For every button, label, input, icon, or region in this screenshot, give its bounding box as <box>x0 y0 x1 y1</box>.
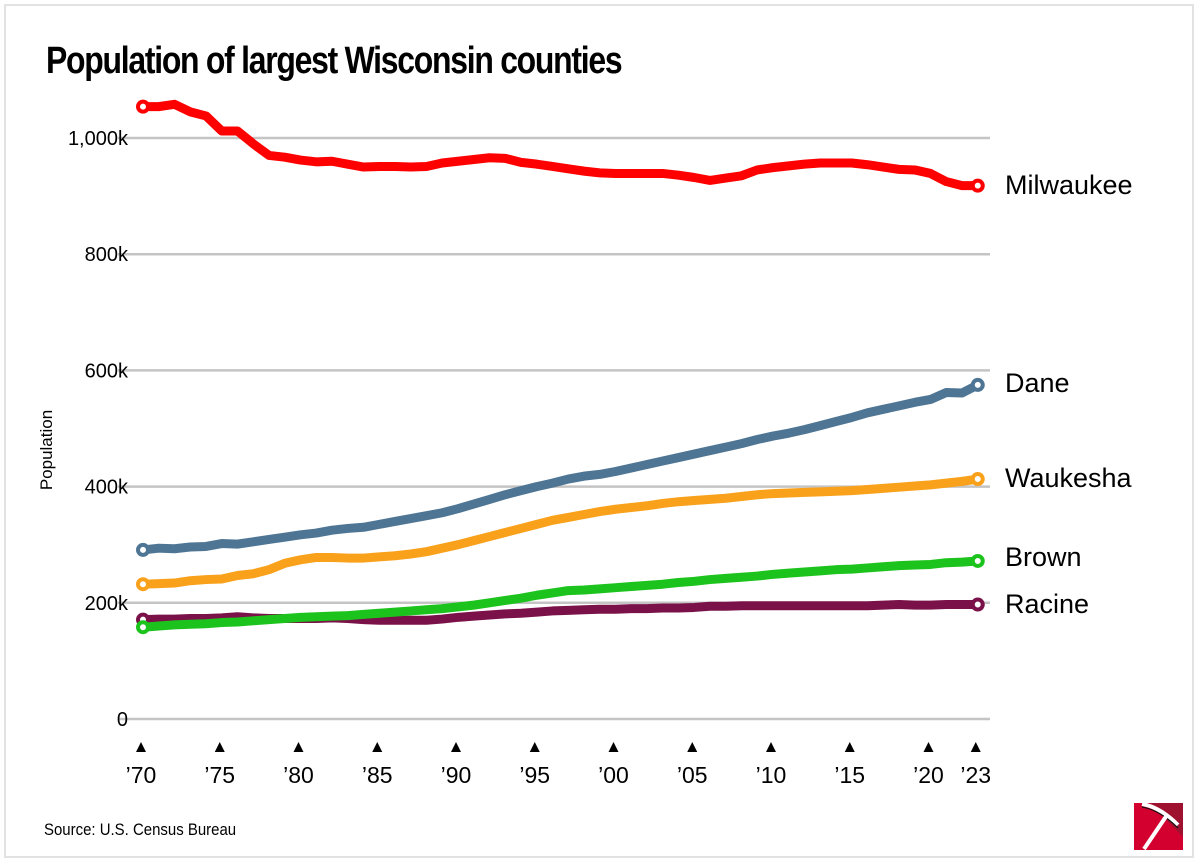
y-tick-label: 200k <box>85 593 129 615</box>
x-tick-label: ’20 <box>913 762 944 788</box>
x-tick-label: ’15 <box>834 762 865 788</box>
logo-icon <box>1134 803 1183 850</box>
x-tick-marker <box>529 742 540 752</box>
x-tick-label: ’70 <box>126 762 157 788</box>
x-tick-marker <box>766 742 776 752</box>
x-tick-label: ’00 <box>598 762 629 788</box>
series-line-waukesha <box>138 474 983 589</box>
x-tick-marker <box>372 742 383 752</box>
frame-border <box>4 4 1194 858</box>
x-tick-label: ’75 <box>204 762 235 788</box>
series-endpoint-dane <box>970 377 985 392</box>
series-line-brown <box>138 556 983 632</box>
x-tick-label: ’90 <box>441 762 472 788</box>
series-label-waukesha: Waukesha <box>1005 463 1133 493</box>
series-endpoint-brown <box>136 620 150 635</box>
series-endpoint-waukesha <box>970 472 985 487</box>
x-tick-label: ’05 <box>677 762 708 788</box>
x-tick-label: ’85 <box>362 762 393 788</box>
y-tick-label: 800k <box>85 244 129 266</box>
series-endpoint-waukesha <box>136 577 150 592</box>
x-tick-marker <box>214 742 225 752</box>
series-label-dane: Dane <box>1005 368 1070 398</box>
x-tick-label: ’10 <box>756 762 787 788</box>
source-note: Source: U.S. Census Bureau <box>44 820 237 839</box>
y-tick-label: 1,000k <box>68 128 129 150</box>
series-endpoint-dane <box>136 542 150 557</box>
x-tick-label: ’23 <box>960 762 991 788</box>
x-tick-marker <box>844 742 855 752</box>
series-endpoint-brown <box>970 553 985 568</box>
x-tick-label: ’95 <box>519 762 550 788</box>
series-line-dane <box>138 380 983 555</box>
y-tick-label: 0 <box>117 709 128 731</box>
chart-title: Population of largest Wisconsin counties <box>46 40 623 82</box>
x-tick-marker <box>608 742 619 752</box>
x-tick-marker <box>687 742 698 752</box>
x-tick-marker <box>136 742 146 752</box>
y-tick-label: 600k <box>85 360 129 382</box>
x-tick-marker <box>293 742 304 752</box>
series-endpoint-racine <box>970 597 985 612</box>
series-label-racine: Racine <box>1005 589 1089 619</box>
x-tick-marker <box>923 742 934 752</box>
series-label-brown: Brown <box>1005 542 1082 572</box>
series-endpoint-milwaukee <box>136 99 150 114</box>
series-line-milwaukee <box>138 99 983 191</box>
x-tick-marker <box>451 742 461 752</box>
series-label-milwaukee: Milwaukee <box>1005 170 1133 200</box>
x-tick-label: ’80 <box>283 762 314 788</box>
y-tick-label: 400k <box>85 477 129 499</box>
series-endpoint-milwaukee <box>970 178 985 193</box>
y-axis-label: Population <box>37 410 56 490</box>
x-tick-marker <box>970 742 981 752</box>
